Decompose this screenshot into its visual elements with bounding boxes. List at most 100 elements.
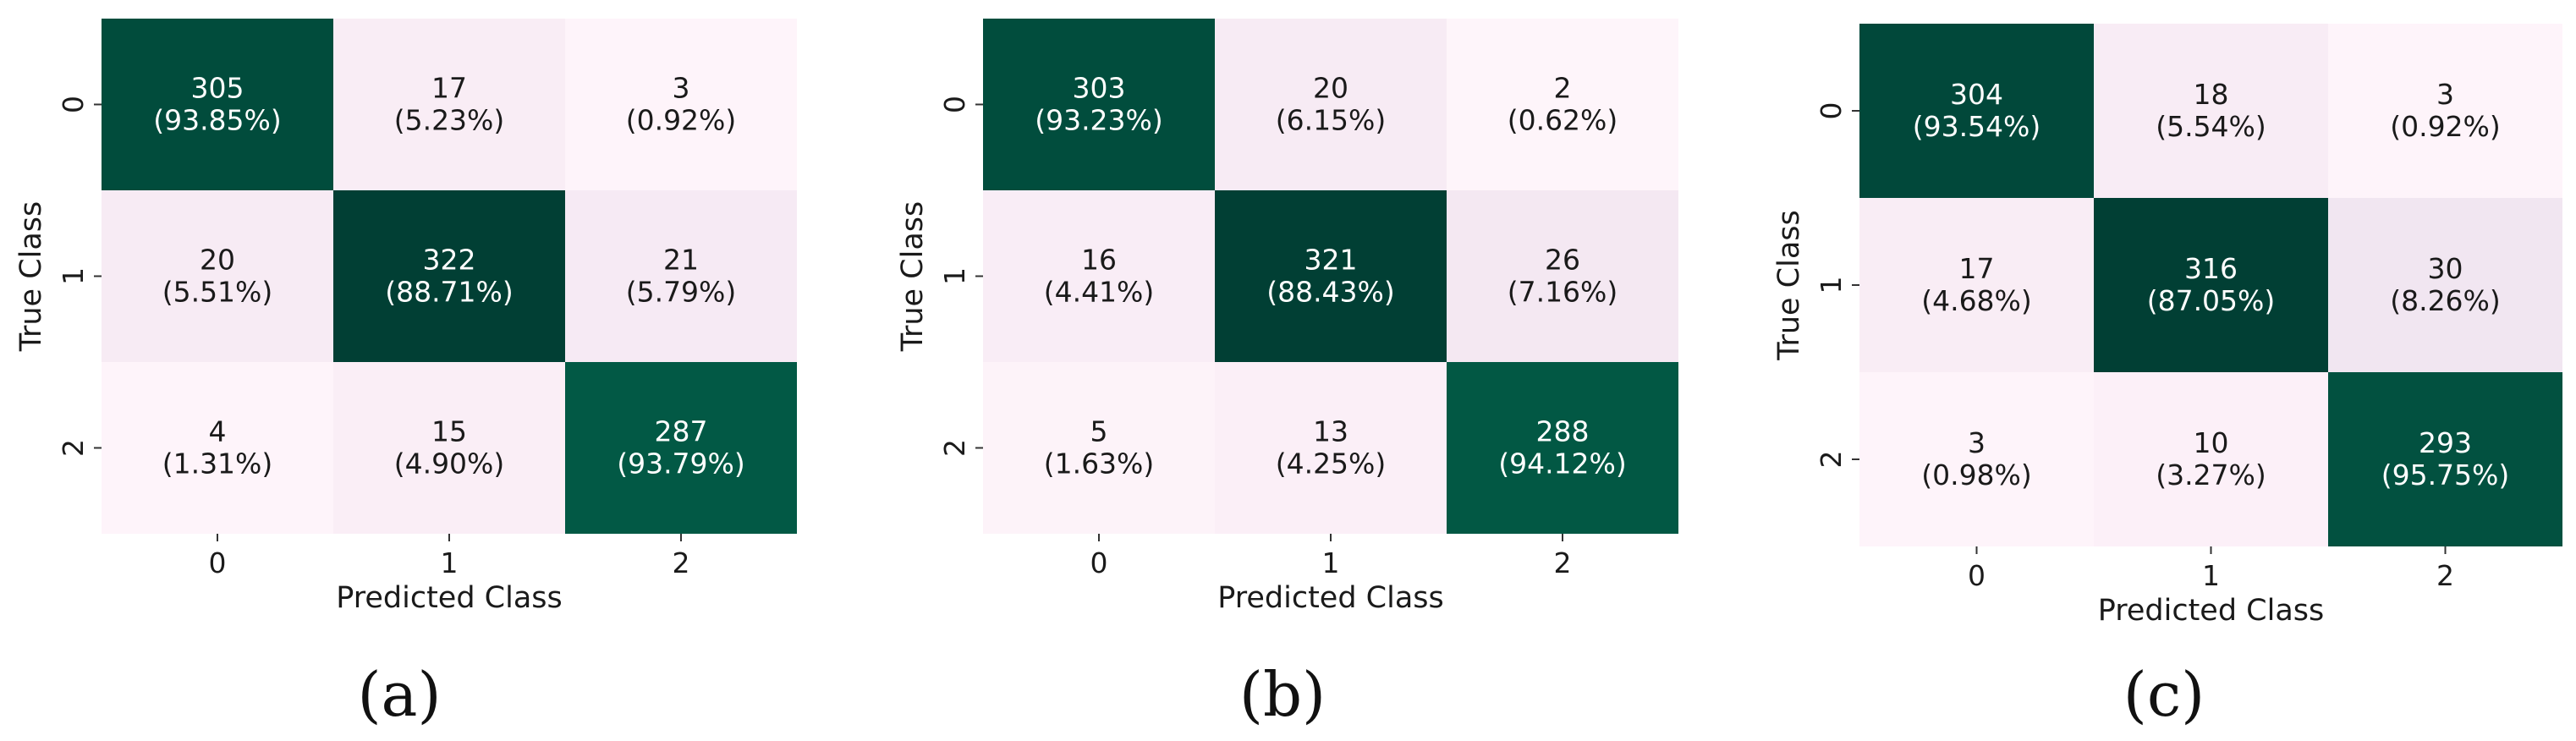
cell-count-label: 20 [1313,72,1348,105]
heatmap-cell [1215,19,1447,190]
cell-count-label: 5 [1090,415,1108,448]
cell-percentage-label: (0.92%) [2390,110,2501,143]
cell-percentage-label: (8.26%) [2390,284,2501,317]
confusion-matrix-panel: 303(93.23%)20(6.15%)2(0.62%)16(4.41%)321… [896,19,1678,730]
cell-percentage-label: (4.41%) [1044,276,1155,309]
cell-count-label: 18 [2194,78,2229,111]
y-tick-label: 2 [57,439,90,457]
cell-count-label: 288 [1536,415,1590,448]
cell-count-label: 4 [209,415,227,448]
cell-percentage-label: (5.79%) [626,276,737,309]
heatmap-cell [1859,372,2094,546]
heatmap-cell [983,362,1215,534]
cell-percentage-label: (93.85%) [153,104,282,137]
cell-count-label: 17 [1959,252,1995,285]
cell-percentage-label: (88.43%) [1266,276,1395,309]
cell-count-label: 322 [423,244,476,277]
cell-count-label: 3 [673,72,690,105]
x-tick-label: 2 [2436,559,2454,592]
cell-count-label: 3 [2436,78,2454,111]
cell-percentage-label: (5.51%) [162,276,273,309]
heatmap-cell [565,362,797,534]
panel-label: (b) [1239,659,1326,730]
confusion-matrix-panel: 305(93.85%)17(5.23%)3(0.92%)20(5.51%)322… [14,19,797,730]
y-tick-label: 2 [1815,451,1848,469]
y-axis-label: True Class [1772,210,1806,361]
y-axis-label: True Class [896,201,930,353]
heatmap-cell [2328,24,2562,198]
heatmap-cell [1447,362,1678,534]
heatmap-cell [1215,190,1447,362]
x-tick-label: 0 [1968,559,1986,592]
cell-percentage-label: (0.92%) [626,104,737,137]
y-tick-label: 1 [938,267,971,285]
cell-count-label: 10 [2194,426,2229,459]
cell-count-label: 3 [1968,426,1986,459]
heatmap-cell [333,362,565,534]
confusion-matrix-panel: 304(93.54%)18(5.54%)3(0.92%)17(4.68%)316… [1772,24,2562,730]
heatmap-cell [983,19,1215,190]
cell-percentage-label: (95.75%) [2381,458,2510,491]
heatmap-cell [565,19,797,190]
heatmap-cell [333,19,565,190]
cell-count-label: 304 [1950,78,2003,111]
panel-label: (c) [2123,659,2205,730]
cell-count-label: 21 [663,244,699,277]
cell-percentage-label: (93.23%) [1035,104,1163,137]
x-tick-label: 0 [1090,546,1108,579]
cell-percentage-label: (0.98%) [1921,458,2032,491]
cell-percentage-label: (88.71%) [385,276,514,309]
cell-count-label: 293 [2419,426,2472,459]
y-tick-label: 2 [938,439,971,457]
cell-percentage-label: (93.54%) [1913,110,2041,143]
cell-percentage-label: (4.90%) [394,447,505,480]
cell-percentage-label: (87.05%) [2147,284,2276,317]
cell-percentage-label: (1.63%) [1044,447,1155,480]
cell-percentage-label: (7.16%) [1508,276,1618,309]
heatmap-cell [102,190,333,362]
panel-label: (a) [357,659,441,730]
cell-count-label: 20 [200,244,235,277]
cell-percentage-label: (3.27%) [2156,458,2266,491]
cell-count-label: 316 [2184,252,2238,285]
panels-group: 305(93.85%)17(5.23%)3(0.92%)20(5.51%)322… [14,19,2562,730]
x-axis-label: Predicted Class [336,581,563,615]
heatmap-cell [983,190,1215,362]
x-tick-label: 1 [2202,559,2220,592]
heatmap-cell [1447,190,1678,362]
heatmap-cell [1447,19,1678,190]
x-axis-label: Predicted Class [1217,581,1444,615]
heatmap-cell [2328,198,2562,372]
cell-count-label: 15 [431,415,467,448]
cell-percentage-label: (93.79%) [617,447,745,480]
heatmap-cell [2094,24,2328,198]
cell-percentage-label: (5.54%) [2156,110,2266,143]
y-tick-label: 0 [57,96,90,113]
x-tick-label: 1 [441,546,459,579]
cell-count-label: 13 [1313,415,1348,448]
cell-percentage-label: (4.25%) [1276,447,1387,480]
heatmap-cell [2328,372,2562,546]
heatmap-cell [565,190,797,362]
cell-percentage-label: (5.23%) [394,104,505,137]
heatmap-cell [2094,198,2328,372]
cell-count-label: 16 [1081,244,1117,277]
cell-count-label: 26 [1545,244,1580,277]
cell-count-label: 321 [1304,244,1358,277]
cell-percentage-label: (6.15%) [1276,104,1387,137]
y-tick-label: 1 [57,267,90,285]
heatmap-cell [333,190,565,362]
heatmap-cell [1859,198,2094,372]
y-tick-label: 1 [1815,277,1848,294]
cell-count-label: 305 [191,72,244,105]
cell-count-label: 287 [655,415,708,448]
y-tick-label: 0 [938,96,971,113]
cell-percentage-label: (94.12%) [1498,447,1627,480]
cell-percentage-label: (0.62%) [1508,104,1618,137]
x-tick-label: 1 [1322,546,1340,579]
x-tick-label: 2 [673,546,690,579]
x-tick-label: 2 [1554,546,1572,579]
cell-count-label: 303 [1073,72,1126,105]
heatmap-cell [1215,362,1447,534]
